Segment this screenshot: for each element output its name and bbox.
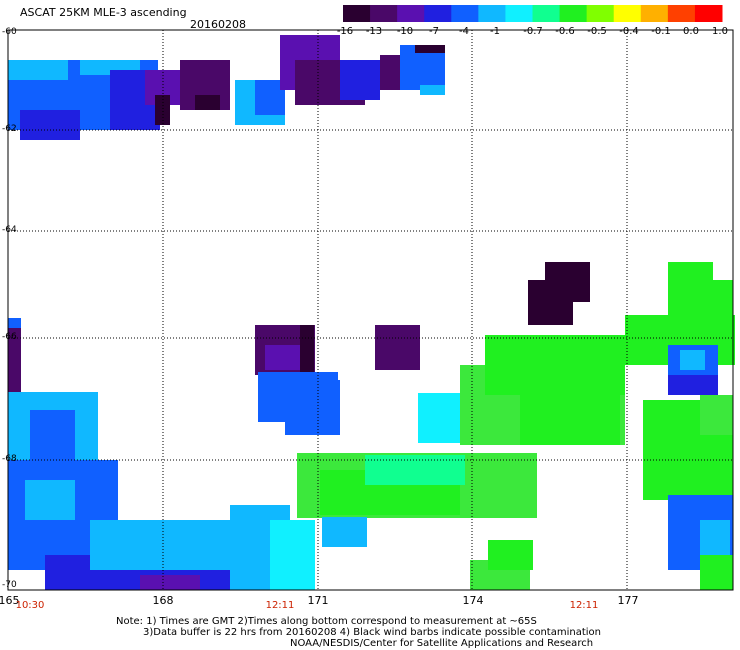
lat-label: -70: [2, 580, 17, 590]
data-cell: [700, 555, 733, 590]
data-cell: [8, 318, 21, 393]
data-cell: [415, 45, 445, 53]
data-cell: [375, 325, 420, 370]
data-cell: [668, 375, 718, 395]
colorbar-label: -7: [429, 26, 439, 37]
footnote-line-1: Note: 1) Times are GMT 2)Times along bot…: [116, 616, 537, 627]
colorbar-swatch: [478, 5, 506, 22]
colorbar-swatch: [640, 5, 669, 22]
colorbar-label: -4: [459, 26, 469, 37]
footnote-line-3: NOAA/NESDIS/Center for Satellite Applica…: [290, 638, 594, 649]
colorbar-label: -13: [365, 26, 383, 37]
colorbar-swatch: [343, 5, 371, 22]
colorbar-swatch: [370, 5, 398, 22]
data-cell: [322, 517, 367, 547]
colorbar-swatch: [667, 5, 696, 22]
data-swaths: [8, 35, 735, 590]
data-cell: [8, 318, 21, 328]
lon-label: 174: [462, 594, 484, 607]
data-cell: [300, 325, 314, 375]
colorbar-label: -1: [490, 26, 500, 37]
colorbar-label: -10: [396, 26, 414, 37]
data-cell: [8, 60, 68, 80]
lon-label: 165: [0, 594, 20, 607]
time-label: 10:30: [15, 600, 45, 611]
data-cell: [340, 60, 380, 100]
lat-label: -64: [2, 225, 17, 235]
colorbar: [343, 5, 723, 22]
time-label: 12:11: [569, 600, 599, 611]
data-cell: [418, 393, 463, 443]
colorbar-label: -0.6: [555, 26, 575, 37]
colorbar-swatch: [532, 5, 561, 22]
graticule: [8, 30, 733, 590]
map-frame: [7, 29, 734, 591]
data-cell: [20, 110, 80, 140]
data-cell: [155, 95, 170, 125]
data-cell: [700, 280, 733, 330]
colorbar-label: -0.5: [587, 26, 607, 37]
lon-label: 171: [307, 594, 329, 607]
colorbar-swatch: [424, 5, 452, 22]
colorbar-swatch: [559, 5, 588, 22]
lat-label: -62: [2, 124, 17, 134]
data-cell: [25, 480, 75, 520]
data-cell: [365, 455, 465, 485]
data-cell: [195, 95, 220, 110]
data-cell: [520, 395, 620, 445]
data-cell: [488, 540, 533, 570]
lat-label: -66: [2, 332, 17, 342]
time-label: 12:11: [265, 600, 295, 611]
lon-label: 177: [617, 594, 639, 607]
colorbar-swatch: [505, 5, 533, 22]
data-cell: [485, 335, 625, 395]
footnote-line-2: 3)Data buffer is 22 hrs from 20160208 4)…: [143, 627, 601, 638]
data-cell: [285, 380, 340, 435]
colorbar-swatch: [586, 5, 615, 22]
colorbar-label: -0.1: [651, 26, 671, 37]
lat-label: -68: [2, 454, 17, 464]
lon-label: 168: [152, 594, 174, 607]
colorbar-swatch: [451, 5, 479, 22]
data-cell: [545, 262, 590, 302]
map-title: ASCAT 25KM MLE-3 ascending: [20, 6, 187, 19]
data-cell: [420, 85, 445, 95]
colorbar-label: -0.4: [619, 26, 639, 37]
map-date: 20160208: [190, 18, 246, 31]
colorbar-label: -0.7: [523, 26, 543, 37]
data-cell: [680, 350, 705, 370]
colorbar-swatch: [397, 5, 425, 22]
colorbar-swatch: [694, 5, 723, 22]
lat-label: -60: [2, 27, 17, 37]
data-cell: [140, 575, 200, 590]
colorbar-label: 1.0: [712, 26, 728, 37]
colorbar-label: 0.0: [683, 26, 699, 37]
data-cell: [30, 410, 75, 460]
data-cell: [270, 520, 315, 590]
colorbar-label: -16: [336, 26, 354, 37]
colorbar-swatch: [613, 5, 642, 22]
data-cell: [700, 520, 730, 560]
data-cell: [700, 395, 733, 435]
